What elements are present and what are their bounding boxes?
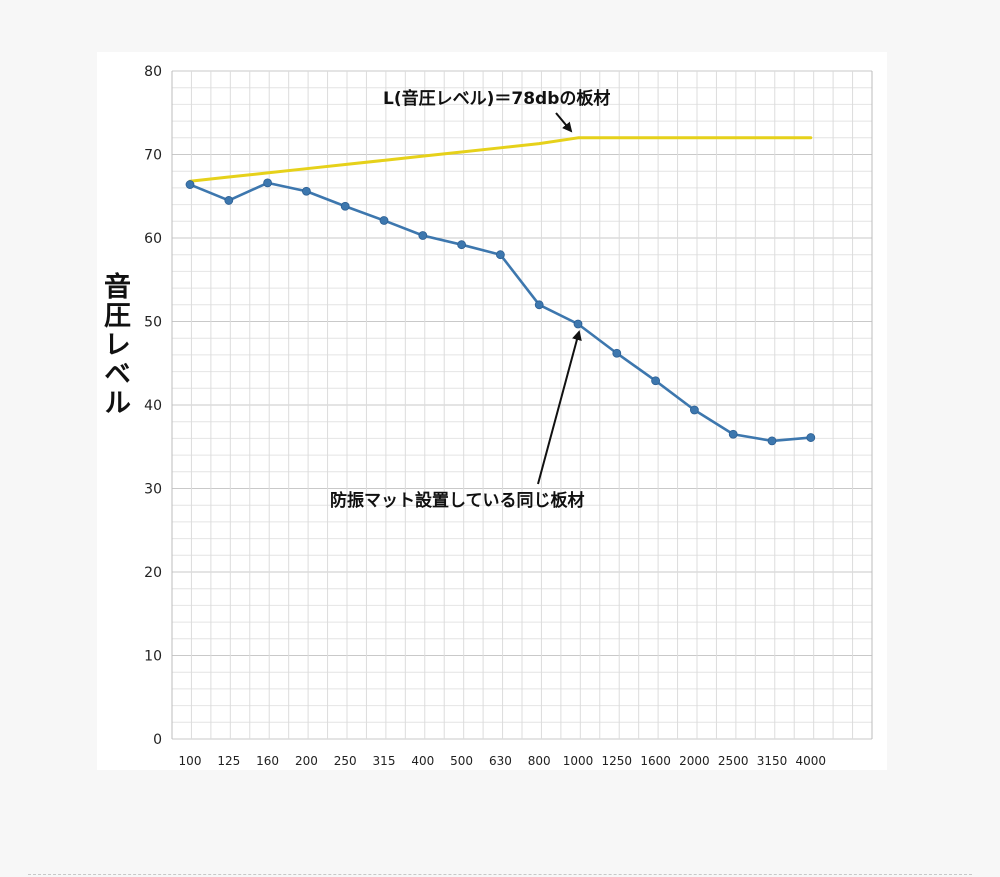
x-tick-label: 1000 bbox=[563, 754, 594, 768]
y-tick-label: 70 bbox=[144, 148, 162, 164]
x-tick-label: 1250 bbox=[602, 754, 633, 768]
series-line-1 bbox=[188, 136, 813, 183]
x-tick-label: 4000 bbox=[796, 754, 827, 768]
data-point bbox=[767, 436, 777, 446]
y-axis-ticks: 0 10 20 30 40 50 60 70 80 bbox=[144, 64, 162, 748]
annotation-78db-label: L(音圧レベル)＝78dbの板材 bbox=[383, 88, 610, 109]
annotation-78db-arrow bbox=[555, 112, 573, 133]
y-tick-label: 30 bbox=[144, 482, 162, 498]
data-point bbox=[728, 429, 738, 439]
data-point bbox=[301, 186, 311, 196]
grid bbox=[171, 70, 873, 740]
x-tick-label: 3150 bbox=[757, 754, 788, 768]
x-tick-label: 200 bbox=[295, 754, 318, 768]
y-axis-label: 音圧レベル bbox=[99, 272, 130, 417]
x-axis-ticks: 100 125 160 200 250 315 400 500 630 800 1000 1250 16… bbox=[179, 754, 827, 768]
data-point bbox=[612, 348, 622, 358]
data-point bbox=[224, 196, 234, 205]
x-tick-label: 125 bbox=[217, 754, 240, 768]
x-tick-label: 630 bbox=[489, 754, 512, 768]
x-tick-label: 2500 bbox=[718, 754, 749, 768]
x-tick-label: 315 bbox=[373, 754, 396, 768]
x-tick-label: 500 bbox=[450, 754, 473, 768]
x-tick-label: 400 bbox=[411, 754, 434, 768]
x-tick-label: 160 bbox=[256, 754, 279, 768]
data-point bbox=[651, 376, 660, 386]
x-tick-label: 250 bbox=[334, 754, 357, 768]
data-point bbox=[340, 201, 350, 211]
data-point bbox=[379, 216, 389, 225]
data-point bbox=[418, 231, 428, 240]
x-tick-label: 1600 bbox=[640, 754, 671, 768]
y-tick-label: 50 bbox=[144, 315, 162, 331]
x-tick-label: 800 bbox=[528, 754, 551, 768]
x-tick-label: 2000 bbox=[679, 754, 710, 768]
x-tick-label: 100 bbox=[179, 754, 202, 768]
data-point bbox=[534, 300, 544, 310]
annotation-mat-arrow bbox=[537, 330, 582, 485]
annotations: L(音圧レベル)＝78dbの板材 防振マット設置している同じ板材 bbox=[330, 88, 610, 511]
annotation-mat-label: 防振マット設置している同じ板材 bbox=[330, 490, 585, 511]
data-point bbox=[495, 250, 505, 260]
data-point bbox=[185, 180, 195, 189]
y-tick-label: 80 bbox=[144, 64, 162, 80]
y-tick-label: 40 bbox=[144, 398, 162, 414]
data-point bbox=[690, 405, 699, 415]
series-group bbox=[185, 136, 816, 446]
y-tick-label: 0 bbox=[153, 732, 162, 748]
y-tick-label: 20 bbox=[144, 565, 162, 581]
y-tick-label: 10 bbox=[144, 649, 162, 665]
y-tick-label: 60 bbox=[144, 231, 162, 247]
data-point bbox=[573, 319, 583, 329]
bottom-divider bbox=[28, 874, 972, 875]
data-point bbox=[457, 240, 467, 250]
data-point bbox=[806, 433, 816, 442]
data-point bbox=[263, 178, 273, 188]
